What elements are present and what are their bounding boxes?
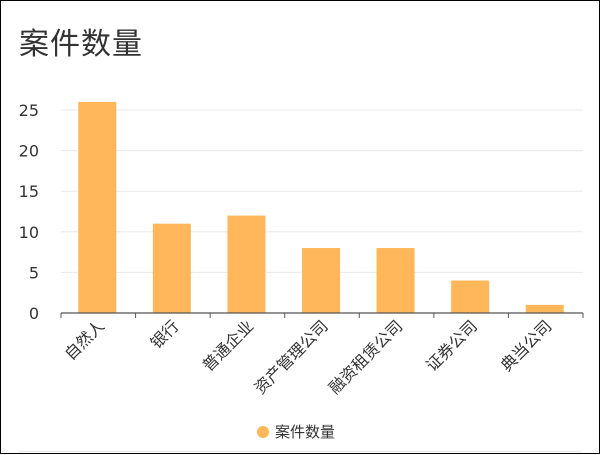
bar-1[interactable] — [152, 223, 191, 313]
x-axis — [60, 312, 584, 318]
y-tick-label: 10 — [19, 223, 39, 242]
bar-4[interactable] — [376, 248, 415, 313]
bar-5[interactable] — [451, 280, 490, 313]
y-tick-labels: 0 5 10 15 20 25 — [19, 101, 39, 323]
divider — [19, 451, 581, 452]
y-tick-label: 5 — [29, 263, 39, 282]
y-tick-label: 0 — [29, 304, 39, 323]
y-tick-label: 20 — [19, 142, 39, 161]
x-tick-label: 银行 — [147, 316, 183, 352]
legend-label: 案件数量 — [275, 423, 336, 441]
x-tick-label: 普通企业 — [199, 316, 258, 375]
x-tick-label: 自然人 — [61, 316, 108, 363]
legend[interactable]: 案件数量 — [257, 421, 335, 442]
bar-2[interactable] — [227, 215, 266, 313]
y-tick-label: 25 — [19, 101, 39, 120]
bars — [78, 101, 564, 313]
bar-6[interactable] — [525, 304, 564, 313]
x-tick-label: 典当公司 — [497, 316, 556, 375]
chart-title: 案件数量 — [19, 27, 143, 62]
x-tick-label: 融资租赁公司 — [325, 316, 406, 397]
bar-0[interactable] — [78, 101, 117, 313]
x-tick-label: 资产管理公司 — [251, 316, 332, 397]
bar-3[interactable] — [302, 248, 340, 313]
legend-marker-icon — [257, 425, 269, 438]
x-tick-label: 证券公司 — [422, 316, 481, 375]
y-tick-label: 15 — [19, 182, 39, 201]
grid-lines — [61, 109, 583, 273]
